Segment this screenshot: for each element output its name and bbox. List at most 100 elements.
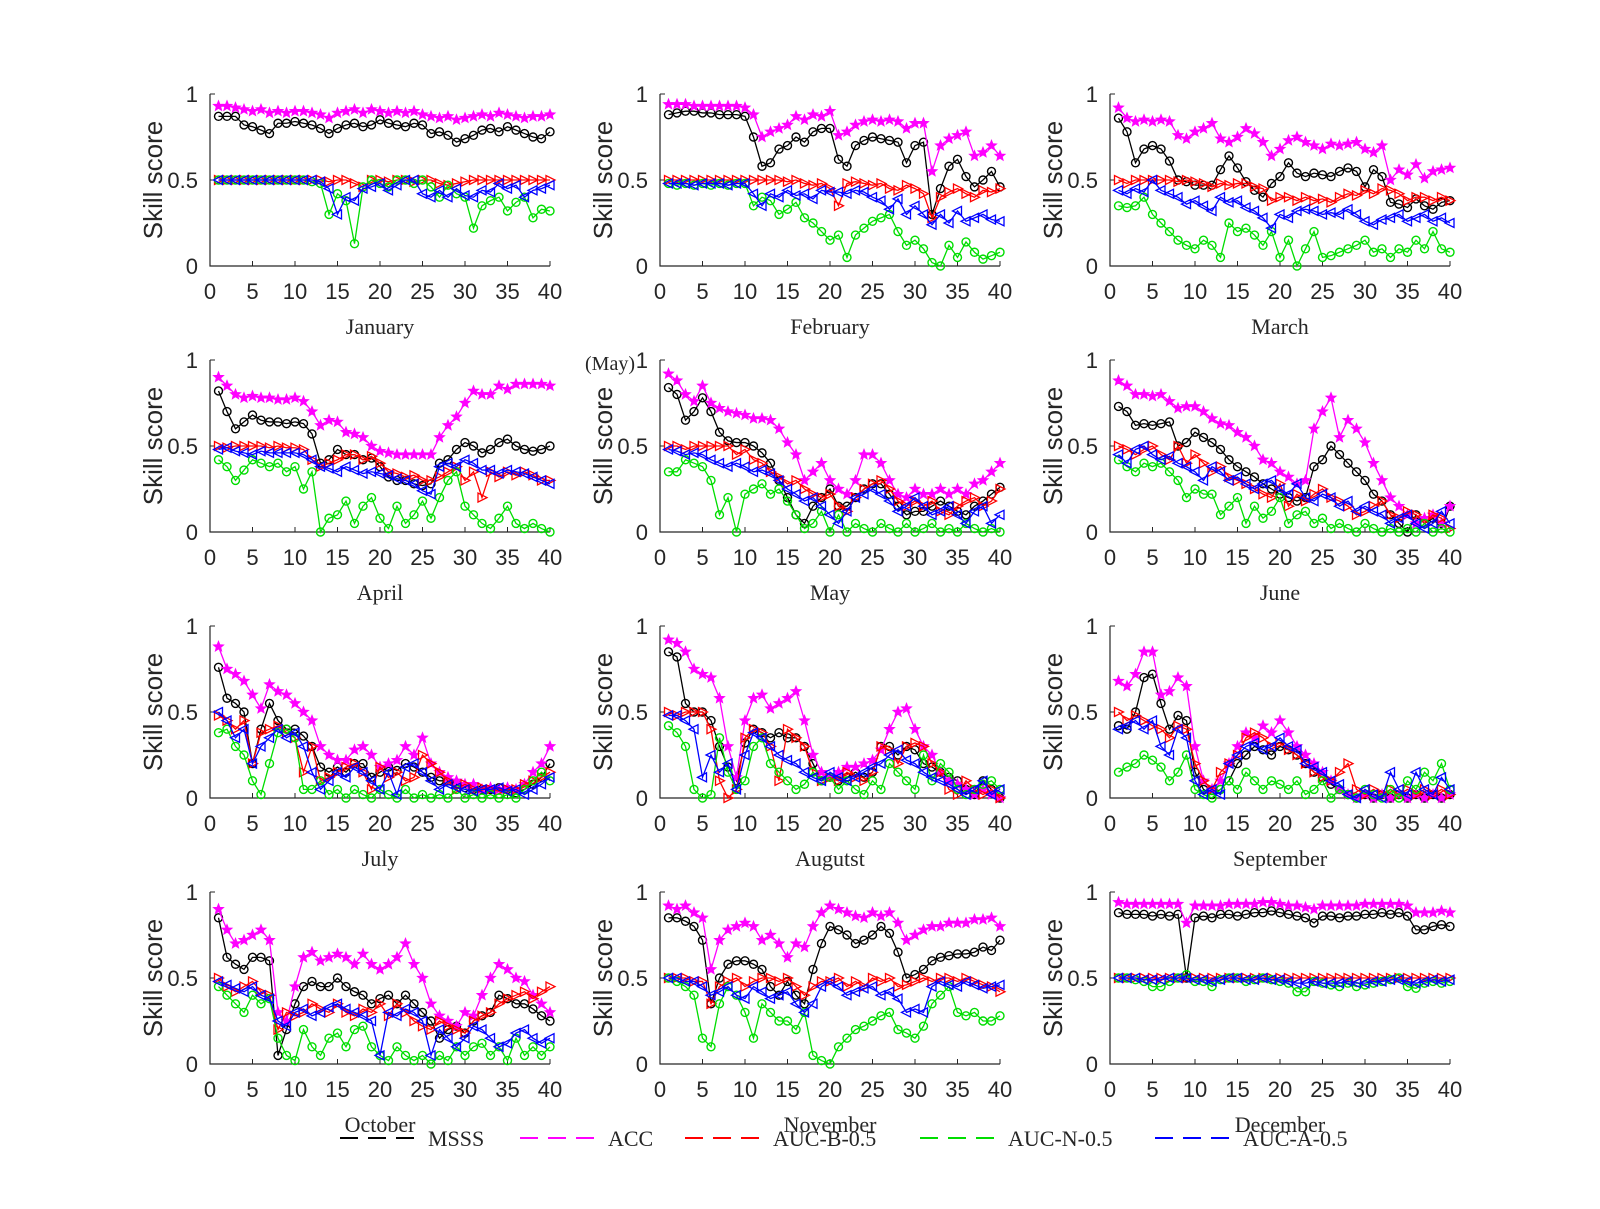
data-point-auc-a-0-5 [1333, 500, 1345, 512]
data-point-msss [1139, 909, 1149, 920]
data-point-auc-b-0-5 [969, 191, 981, 203]
data-point-acc [356, 430, 370, 443]
data-point-msss [1232, 461, 1243, 472]
x-tick-label: 15 [775, 279, 799, 304]
data-point-msss [502, 121, 513, 132]
series-auc-b-0-5 [1113, 174, 1457, 208]
data-point-acc [1290, 130, 1304, 143]
data-point-msss [672, 389, 682, 400]
data-point-msss [1300, 171, 1311, 182]
data-point-auc-a-0-5 [917, 500, 929, 512]
data-point-auc-a-0-5 [840, 505, 852, 517]
data-point-acc [254, 102, 268, 115]
data-point-auc-n-0-5 [528, 776, 538, 786]
data-point-msss [545, 758, 555, 769]
data-point-acc [1282, 899, 1295, 912]
data-point-msss [867, 930, 878, 940]
data-point-acc [942, 487, 956, 500]
data-point-acc [900, 933, 913, 946]
data-point-auc-a-0-5 [1350, 505, 1362, 517]
x-tick-label: 20 [368, 1077, 392, 1102]
y-tick-label: 0 [1086, 254, 1098, 279]
data-point-auc-a-0-5 [441, 778, 453, 790]
data-point-acc [1435, 163, 1448, 176]
data-point-acc [1358, 897, 1372, 910]
data-point-auc-b-0-5 [1130, 174, 1142, 186]
data-point-acc [806, 108, 820, 120]
data-point-msss [298, 418, 309, 429]
data-point-auc-b-0-5 [944, 186, 956, 198]
data-point-auc-b-0-5 [774, 775, 786, 787]
data-point-auc-n-0-5 [1190, 784, 1200, 795]
series-auc-a-0-5 [1112, 440, 1455, 535]
legend-item-auc-a-0-5: AUC-A-0.5 [1155, 1126, 1348, 1151]
x-tick-label: 10 [283, 279, 307, 304]
data-point-acc [1409, 906, 1423, 918]
data-point-acc [1282, 133, 1295, 146]
data-point-msss [1224, 151, 1234, 161]
data-point-auc-n-0-5 [519, 1050, 530, 1061]
data-point-auc-a-0-5 [747, 727, 759, 739]
legend-item-auc-b-0-5: AUC-B-0.5 [685, 1126, 876, 1151]
data-point-acc [1137, 645, 1151, 658]
data-point-auc-a-0-5 [1333, 977, 1345, 989]
data-point-auc-b-0-5 [876, 740, 888, 752]
data-point-acc [1392, 897, 1406, 910]
data-point-auc-n-0-5 [799, 213, 810, 223]
data-point-acc [968, 912, 981, 925]
data-point-msss [247, 121, 258, 132]
data-point-msss [511, 125, 521, 135]
x-tick-label: 40 [988, 1077, 1012, 1102]
data-point-auc-a-0-5 [280, 732, 292, 744]
data-point-auc-a-0-5 [518, 789, 530, 801]
data-point-acc [866, 113, 879, 126]
data-point-msss [663, 647, 674, 657]
data-point-auc-n-0-5 [740, 489, 750, 499]
data-point-acc [687, 662, 701, 675]
data-point-auc-b-0-5 [1283, 191, 1295, 203]
data-point-auc-n-0-5 [799, 779, 810, 789]
data-point-auc-n-0-5 [273, 1033, 283, 1043]
data-point-auc-a-0-5 [721, 981, 733, 993]
data-point-auc-a-0-5 [1367, 789, 1379, 801]
y-axis-label: Skill score [1038, 387, 1068, 505]
data-point-acc [670, 97, 684, 110]
data-point-auc-a-0-5 [356, 766, 368, 778]
data-point-auc-a-0-5 [458, 1032, 470, 1044]
data-point-auc-a-0-5 [526, 783, 538, 795]
y-tick-label: 0 [636, 520, 648, 545]
data-point-acc [985, 465, 998, 478]
data-point-auc-a-0-5 [492, 1041, 504, 1053]
data-point-auc-a-0-5 [1435, 505, 1447, 517]
data-point-auc-a-0-5 [832, 517, 844, 529]
data-point-auc-a-0-5 [857, 982, 869, 994]
data-point-auc-n-0-5 [468, 510, 479, 520]
data-point-auc-a-0-5 [1120, 720, 1132, 732]
data-point-auc-n-0-5 [867, 776, 878, 786]
legend-label: AUC-A-0.5 [1243, 1126, 1348, 1151]
data-point-auc-b-0-5 [460, 176, 472, 188]
data-point-auc-a-0-5 [382, 184, 394, 196]
data-point-auc-a-0-5 [407, 174, 419, 186]
data-point-acc [772, 422, 786, 435]
series-msss [213, 111, 555, 147]
data-point-auc-n-0-5 [298, 484, 309, 494]
data-point-acc [1112, 374, 1125, 386]
data-point-msss [281, 418, 292, 429]
data-point-auc-n-0-5 [850, 1024, 861, 1035]
data-point-msss [1224, 909, 1234, 920]
data-point-auc-b-0-5 [1351, 189, 1363, 202]
data-point-msss [808, 964, 818, 975]
data-point-msss [1275, 907, 1285, 918]
data-point-auc-n-0-5 [791, 784, 801, 795]
data-point-auc-n-0-5 [748, 484, 759, 494]
data-point-auc-a-0-5 [772, 989, 784, 1001]
data-point-msss [748, 441, 759, 451]
data-point-auc-n-0-5 [230, 475, 241, 486]
x-tick-label: 40 [1438, 279, 1462, 304]
data-point-msss [1292, 911, 1302, 921]
data-point-auc-n-0-5 [477, 793, 487, 803]
data-point-msss [825, 123, 835, 134]
data-point-msss [1190, 427, 1200, 437]
data-point-auc-b-0-5 [375, 761, 387, 773]
